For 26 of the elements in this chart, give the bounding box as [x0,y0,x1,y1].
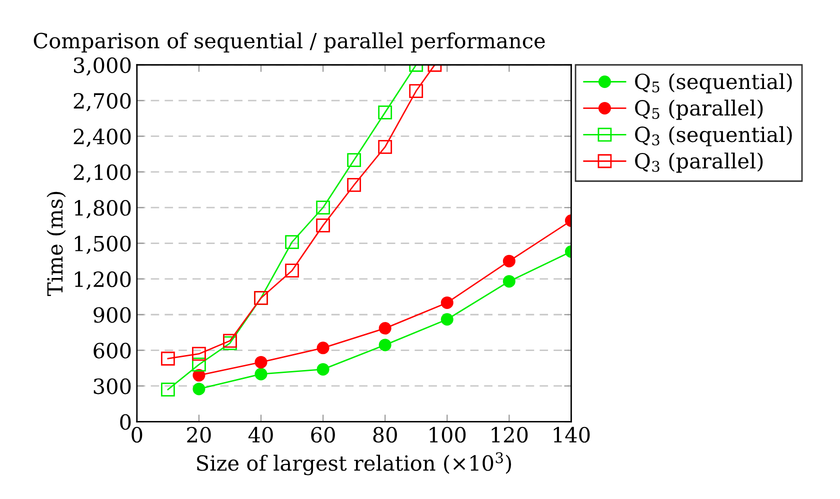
y-tick-label: 600 [94,342,131,359]
x-axis-title: Size of largest relation (×10$^{3}$) [197,452,512,476]
y-tick-label: 3,000 [74,57,131,76]
y-tick-label: 2,100 [74,164,131,183]
y-axis-title: Time (ms) [46,192,66,296]
x-tick-label: 120 [492,426,528,443]
y-tick-label: 1,200 [74,271,131,290]
y-tick-label: 2,400 [74,128,131,147]
x-tick-label: 60 [311,426,335,443]
legend-label: Q$_{5}$ (sequential) [635,73,792,94]
x-tick-label: 80 [373,426,397,443]
y-tick-label: 2,700 [74,93,131,112]
chart-title: Comparison of sequential / parallel performance [34,32,545,53]
x-tick-label: 140 [554,426,590,443]
y-tick-label: 300 [94,378,131,394]
y-tick-label: 1,500 [74,236,131,254]
x-tick-label: 0 [132,426,142,443]
y-tick-label: 0 [120,414,131,430]
x-tick-label: 40 [248,426,273,443]
y-tick-label: 900 [94,307,131,323]
y-tick-label: 1,800 [74,200,131,218]
x-tick-label: 100 [430,426,466,443]
x-tick-label: 20 [187,426,211,443]
legend-label: Q$_{3}$ (parallel) [635,152,763,173]
legend-label: Q$_{3}$ (sequential) [635,126,792,146]
legend-label: Q$_{5}$ (parallel) [635,100,763,120]
